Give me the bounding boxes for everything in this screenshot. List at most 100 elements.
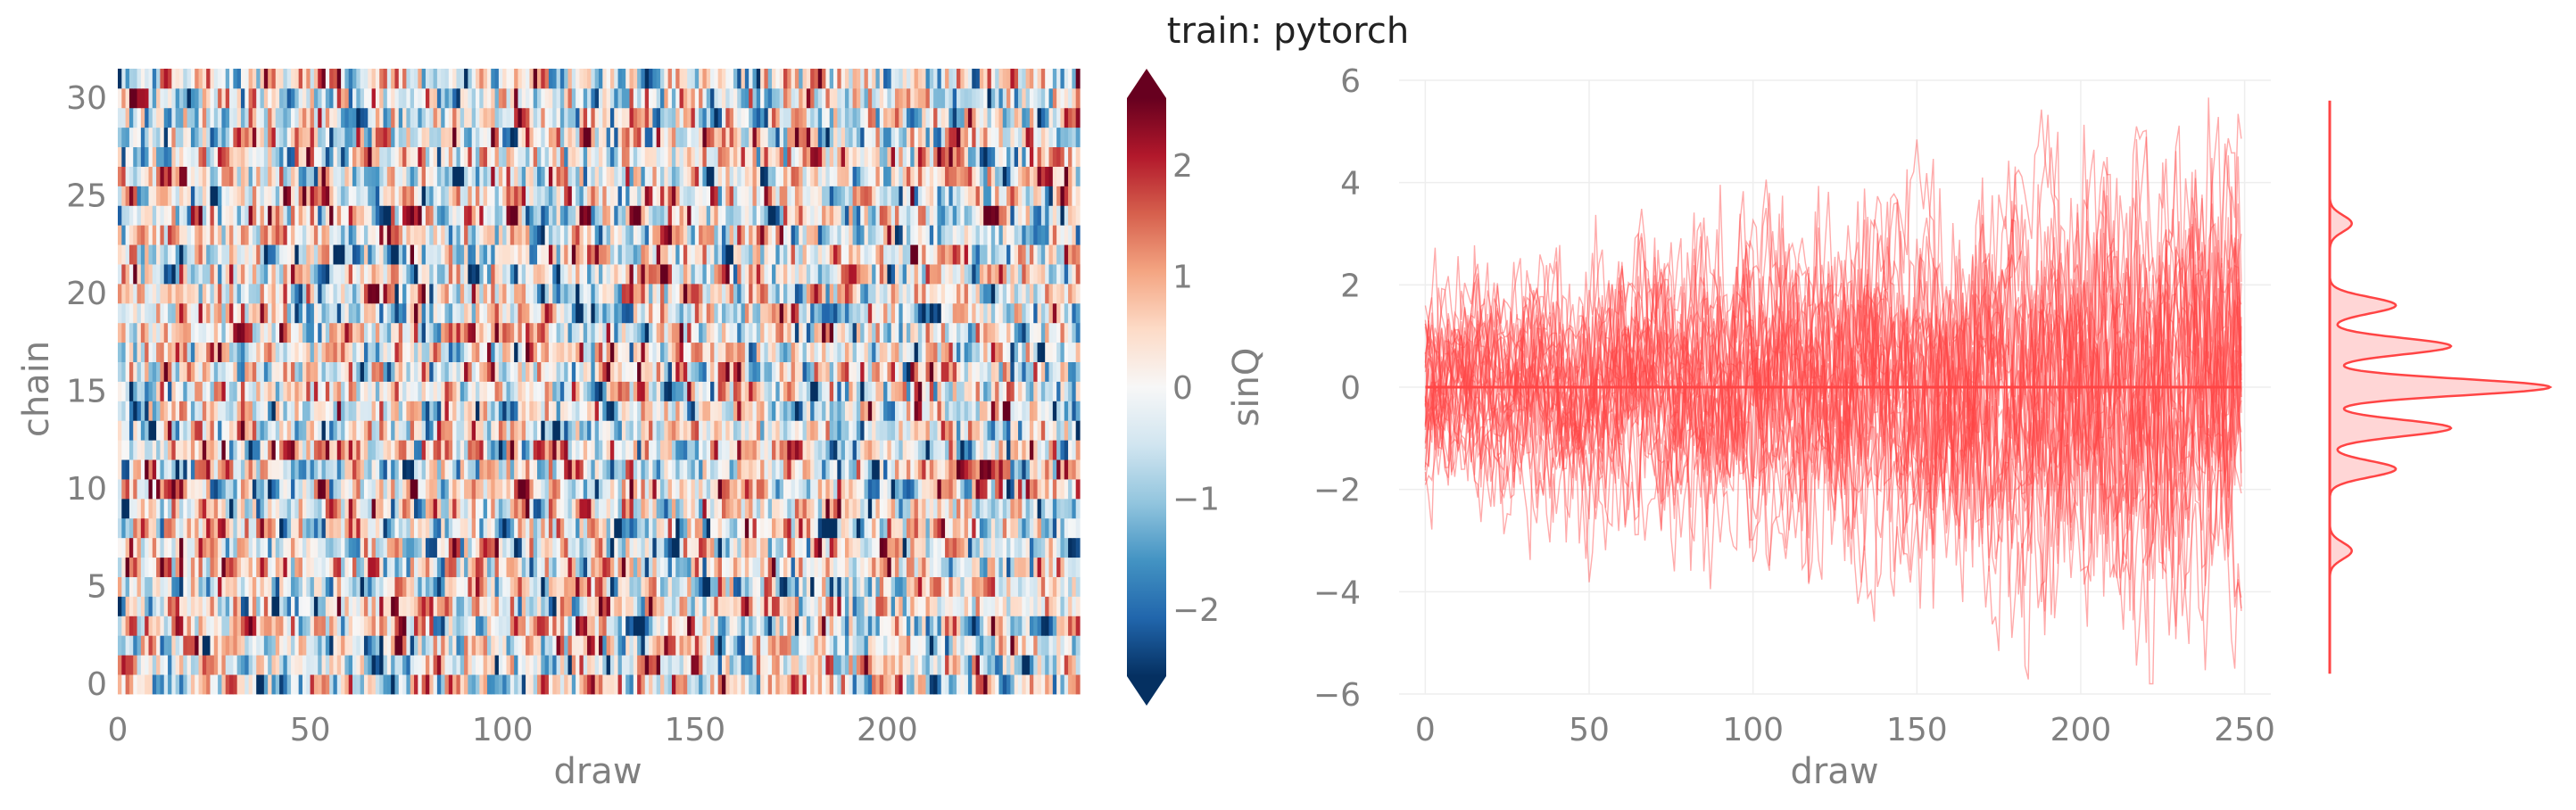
- heatmap-cell: [691, 420, 696, 441]
- heatmap-cell: [1025, 459, 1031, 480]
- heatmap-cell: [576, 517, 581, 539]
- heatmap-cell: [679, 381, 684, 401]
- heatmap-cell: [379, 459, 385, 480]
- heatmap-cell: [579, 537, 584, 558]
- heatmap-cell: [318, 576, 323, 597]
- heatmap-cell: [922, 576, 927, 597]
- heatmap-cell: [714, 655, 719, 675]
- heatmap-cell: [725, 322, 731, 343]
- heatmap-cell: [468, 576, 473, 597]
- heatmap-cell: [368, 517, 373, 539]
- heatmap-cell: [171, 674, 177, 695]
- heatmap-cell: [1040, 342, 1046, 362]
- heatmap-cell: [817, 459, 823, 480]
- heatmap-cell: [248, 381, 253, 401]
- heatmap-cell: [533, 322, 538, 343]
- heatmap-cell: [310, 674, 315, 695]
- heatmap-cell: [302, 537, 307, 558]
- heatmap-cell: [567, 537, 573, 558]
- heatmap-cell: [256, 635, 261, 656]
- heatmap-cell: [837, 401, 842, 421]
- heatmap-cell: [791, 322, 796, 343]
- heatmap-cell: [1072, 635, 1077, 656]
- heatmap-cell: [710, 381, 715, 401]
- heatmap-cell: [418, 479, 423, 500]
- heatmap-cell: [987, 322, 992, 343]
- heatmap-cell: [783, 517, 788, 539]
- heatmap-cell: [983, 302, 989, 324]
- heatmap-cell: [360, 537, 365, 558]
- heatmap-cell: [325, 401, 330, 421]
- heatmap-cell: [375, 537, 380, 558]
- heatmap-cell: [867, 381, 873, 401]
- heatmap-cell: [752, 498, 758, 519]
- heatmap-cell: [671, 557, 676, 577]
- heatmap-cell: [571, 479, 576, 500]
- heatmap-cell: [987, 302, 992, 324]
- heatmap-cell: [533, 537, 538, 558]
- heatmap-cell: [268, 498, 273, 519]
- heatmap-cell: [1029, 459, 1034, 480]
- heatmap-cell: [1029, 655, 1034, 675]
- heatmap-cell: [233, 596, 238, 616]
- heatmap-cell: [298, 302, 303, 324]
- heatmap-cell: [391, 655, 396, 675]
- heatmap-cell: [787, 322, 792, 343]
- heatmap-cell: [128, 302, 134, 324]
- heatmap-cell: [556, 440, 561, 460]
- heatmap-cell: [775, 655, 781, 675]
- heatmap-cell: [779, 401, 784, 421]
- heatmap-cell: [641, 459, 646, 480]
- heatmap-cell: [571, 596, 576, 616]
- heatmap-cell: [1075, 401, 1081, 421]
- heatmap-cell: [883, 302, 888, 324]
- heatmap-cell: [256, 537, 261, 558]
- heatmap-cell: [744, 459, 750, 480]
- heatmap-cell: [433, 479, 438, 500]
- heatmap-cell: [548, 479, 553, 500]
- heatmap-cell: [902, 459, 907, 480]
- heatmap-cell: [1056, 674, 1062, 695]
- heatmap-cell: [1052, 420, 1057, 441]
- heatmap-cell: [483, 302, 488, 324]
- heatmap-cell: [221, 576, 227, 597]
- heatmap-cell: [471, 498, 476, 519]
- heatmap-cell: [306, 322, 311, 343]
- heatmap-cell: [263, 342, 269, 362]
- heatmap-cell: [621, 459, 626, 480]
- heatmap-cell: [783, 616, 788, 636]
- heatmap-cell: [248, 537, 253, 558]
- heatmap-cell: [479, 420, 485, 441]
- heatmap-cell: [460, 537, 465, 558]
- heatmap-cell: [233, 440, 238, 460]
- heatmap-cell: [914, 381, 919, 401]
- heatmap-cell: [883, 596, 888, 616]
- heatmap-cell: [945, 498, 949, 519]
- heatmap-cell: [883, 557, 888, 577]
- heatmap-cell: [767, 381, 773, 401]
- heatmap-cell: [333, 420, 338, 441]
- heatmap-cell: [448, 498, 453, 519]
- heatmap-cell: [1033, 342, 1039, 362]
- heatmap-cell: [671, 342, 676, 362]
- heatmap-cell: [602, 322, 608, 343]
- heatmap-cell: [1022, 616, 1027, 636]
- heatmap-cell: [506, 302, 511, 324]
- heatmap-cell: [441, 479, 446, 500]
- heatmap-cell: [425, 616, 430, 636]
- heatmap-cell: [867, 616, 873, 636]
- heatmap-cell: [118, 517, 122, 539]
- heatmap-cell: [509, 401, 515, 421]
- heatmap-cell: [694, 322, 700, 343]
- heatmap-cell: [479, 401, 485, 421]
- heatmap-cell: [849, 361, 854, 382]
- heatmap-cell: [779, 655, 784, 675]
- heatmap-cell: [268, 576, 273, 597]
- heatmap-cell: [163, 557, 169, 577]
- heatmap-cell: [1072, 517, 1077, 539]
- heatmap-cell: [983, 479, 989, 500]
- heatmap-cell: [890, 674, 896, 695]
- heatmap-cell: [548, 361, 553, 382]
- heatmap-cell: [163, 674, 169, 695]
- heatmap-cell: [1018, 322, 1023, 343]
